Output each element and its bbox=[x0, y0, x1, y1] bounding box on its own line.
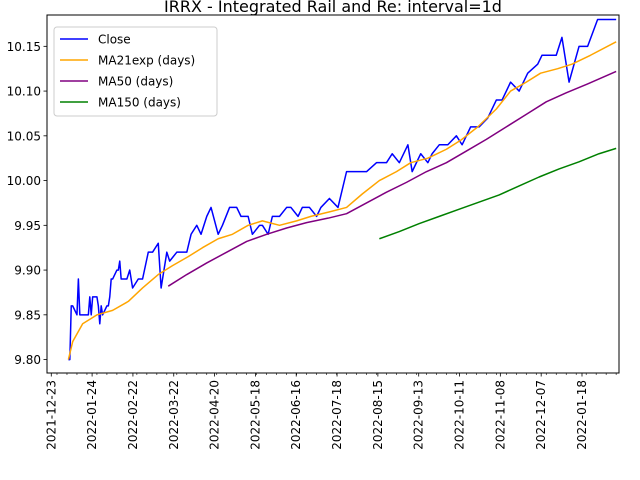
y-tick-label: 10.15 bbox=[7, 40, 41, 54]
legend-label-0: Close bbox=[98, 33, 131, 47]
legend-label-3: MA150 (days) bbox=[98, 96, 181, 110]
x-tick-label: 2022-03-22 bbox=[167, 380, 181, 450]
y-axis: 9.80 9.85 9.90 9.95 10.00 10.05 10.10 10.15 bbox=[7, 40, 47, 367]
x-tick-label: 2022-12-07 bbox=[534, 380, 548, 450]
y-tick-label: 9.90 bbox=[14, 264, 41, 278]
y-tick-label: 10.00 bbox=[7, 174, 41, 188]
series-line-2 bbox=[167, 70, 617, 287]
x-axis: 2021-12-23 2022-01-24 2022-02-22 2022-03-22… bbox=[44, 373, 617, 450]
x-tick-label: 2022-02-22 bbox=[126, 380, 140, 450]
series-line-0 bbox=[68, 18, 617, 361]
legend-label-2: MA50 (days) bbox=[98, 75, 173, 89]
y-tick-label: 9.95 bbox=[14, 219, 41, 233]
legend-label-1: MA21exp (days) bbox=[98, 54, 195, 68]
x-tick-label: 2022-01-24 bbox=[85, 380, 99, 450]
legend: Close MA21exp (days) MA50 (days) MA150 (day… bbox=[53, 26, 218, 117]
x-tick-label: 2022-08-15 bbox=[371, 380, 385, 450]
x-tick-label: 2022-07-18 bbox=[330, 380, 344, 450]
x-tick-label: 2021-12-23 bbox=[44, 380, 58, 450]
x-tick-label: 2022-04-20 bbox=[208, 380, 222, 450]
x-tick-label: 2022-01-18 bbox=[575, 380, 589, 450]
x-tick-label: 2022-11-08 bbox=[493, 380, 507, 450]
x-tick-label: 2022-10-11 bbox=[453, 380, 467, 450]
y-tick-label: 10.10 bbox=[7, 85, 41, 99]
x-tick-label: 2022-06-16 bbox=[289, 380, 303, 450]
y-tick-label: 9.80 bbox=[14, 353, 41, 367]
y-tick-label: 9.85 bbox=[14, 308, 41, 322]
series-line-1 bbox=[67, 41, 617, 360]
legend-box bbox=[53, 26, 218, 117]
x-tick-label: 2022-09-13 bbox=[412, 380, 426, 450]
y-tick-label: 10.05 bbox=[7, 129, 41, 143]
plot-frame bbox=[46, 14, 620, 374]
series-line-3 bbox=[379, 147, 617, 240]
chart-title: IRRX - Integrated Rail and Re: interval=… bbox=[164, 0, 502, 16]
x-tick-label: 2022-05-18 bbox=[248, 380, 262, 450]
series-layer bbox=[67, 18, 617, 361]
